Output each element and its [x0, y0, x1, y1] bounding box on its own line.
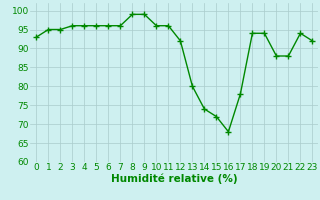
X-axis label: Humidité relative (%): Humidité relative (%): [111, 174, 238, 184]
